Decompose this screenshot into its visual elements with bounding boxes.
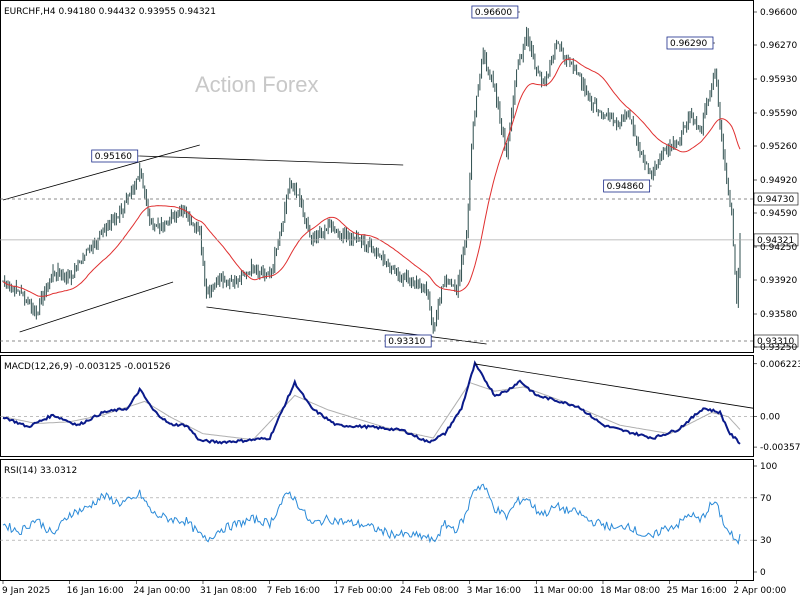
annotation-label: 0.94860 (607, 182, 644, 192)
y-tick-label: 0.96600 (760, 8, 797, 18)
y-tick-label: 0.95930 (760, 75, 797, 85)
macd-y-tick-label: 0.00 (760, 413, 780, 423)
rsi-y-tick-label: 0 (760, 568, 766, 578)
rsi-y-tick-label: 30 (760, 536, 772, 546)
x-tick-label: 17 Feb 00:00 (333, 586, 392, 596)
current-price-label: 0.94321 (757, 236, 794, 246)
annotation-box (384, 334, 432, 348)
axes: 0.94730 0.93310 0.94321 0.96600 0.96270 0.959… (2, 8, 800, 596)
macd-y-tick-label: 0.006223 (760, 360, 800, 370)
trend-line (2, 144, 200, 201)
price-overlay: 0.95160 0.93310 0.96600 0.94860 0.96290 (0, 5, 753, 348)
y-tick-label: 0.95590 (760, 109, 797, 119)
trend-line (206, 306, 487, 345)
x-tick-label: 3 Mar 16:00 (467, 586, 522, 596)
rsi-title: RSI(14) 33.0312 (4, 466, 77, 476)
y-tick-label: 0.95260 (760, 142, 797, 152)
watermark: Action Forex (195, 72, 319, 97)
ohlc-header: 0.94180 0.94432 0.93955 0.94321 (59, 7, 216, 17)
trend-line (19, 281, 174, 333)
annotation-label: 0.93310 (388, 337, 425, 347)
y-tick-label: 0.93580 (760, 310, 797, 320)
annotation-label: 0.95160 (95, 152, 132, 162)
x-tick-label: 16 Jan 16:00 (67, 586, 124, 596)
level-tag (753, 192, 799, 206)
rsi-line (2, 483, 741, 546)
x-tick-label: 11 Mar 00:00 (533, 586, 593, 596)
x-tick-label: 24 Feb 08:00 (400, 586, 459, 596)
price-panel (0, 0, 754, 353)
x-tick-label: 31 Jan 08:00 (200, 586, 257, 596)
rsi-panel (0, 459, 754, 581)
x-tick-label: 2 Apr 00:00 (733, 586, 786, 596)
price-series (2, 26, 741, 334)
rsi-y-tick-label: 100 (760, 462, 777, 472)
macd-series (0, 360, 754, 445)
macd-title: MACD(12,26,9) -0.003125 -0.001526 (4, 362, 171, 372)
symbol-title: EURCHF,H4 0.94180 0.94432 0.93955 0.9432… (4, 7, 216, 17)
symbol: EURCHF,H4 (4, 7, 56, 17)
y-tick-label: 0.93250 (760, 343, 797, 353)
moving-average-line (2, 58, 741, 297)
y-tick-label: 0.94590 (760, 209, 797, 219)
macd-signal-line (2, 382, 741, 441)
annotation-label: 0.96290 (670, 39, 707, 49)
current-price-tag (753, 233, 799, 247)
y-tick-label: 0.96270 (760, 41, 797, 51)
y-tick-label: 0.94920 (760, 176, 797, 186)
level-label: 0.94730 (757, 195, 794, 205)
level-label: 0.93310 (757, 337, 794, 347)
macd-panel (0, 355, 754, 457)
annotation-box (603, 179, 651, 193)
annotation-box (91, 149, 139, 163)
x-tick-label: 24 Jan 00:00 (133, 586, 190, 596)
x-tick-label: 9 Jan 2025 (2, 586, 50, 596)
x-tick-label: 18 Mar 08:00 (600, 586, 660, 596)
annotation-box (471, 5, 519, 19)
annotation-label: 0.96600 (475, 8, 512, 18)
trend-line (139, 155, 404, 166)
x-tick-label: 7 Feb 16:00 (267, 586, 321, 596)
level-tag (753, 334, 799, 348)
macd-trend-line (474, 363, 754, 409)
rsi-y-tick-label: 70 (760, 494, 772, 504)
annotation-box (666, 36, 714, 50)
y-tick-label: 0.94250 (760, 243, 797, 253)
rsi-series (0, 483, 753, 546)
macd-y-tick-label: -0.00357 (760, 443, 800, 453)
y-tick-label: 0.93920 (760, 276, 797, 286)
macd-line (2, 360, 741, 445)
x-tick-label: 25 Mar 16:00 (667, 586, 727, 596)
